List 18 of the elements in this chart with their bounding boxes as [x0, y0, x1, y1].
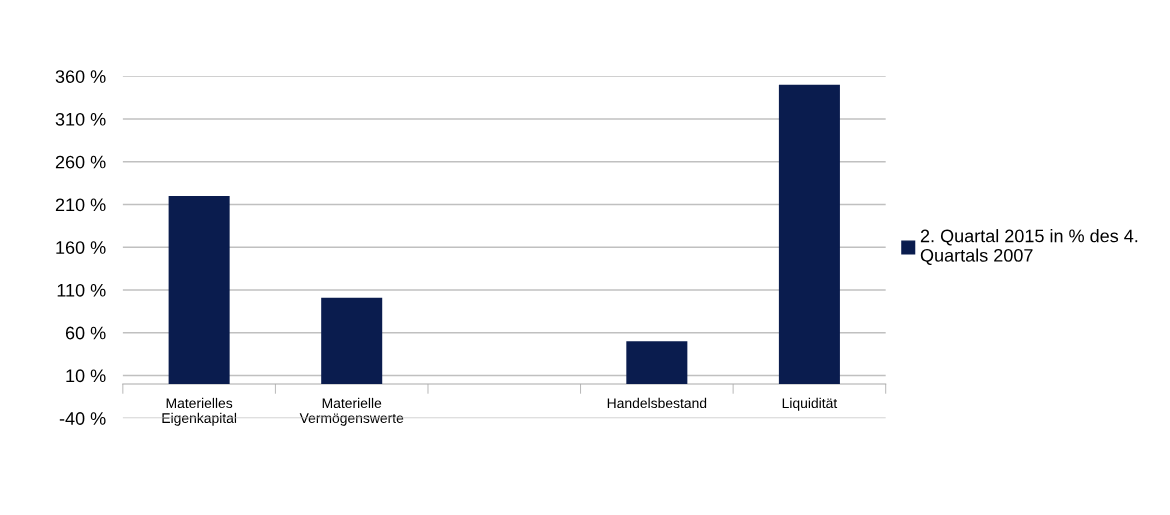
y-tick-label: 210 %	[55, 198, 106, 212]
legend-label: 2. Quartal 2015 in % des 4. Quartals 2007	[920, 229, 1138, 265]
x-tick-label: Handelsbestand	[607, 397, 707, 409]
y-tick-label: 260 %	[55, 155, 106, 169]
y-tick-label: 310 %	[55, 112, 106, 126]
y-tick-label: 10 %	[66, 369, 106, 383]
y-tick-label: 60 %	[65, 326, 106, 340]
x-tick-label: Liquidität	[782, 397, 838, 411]
y-tick-label: -40 %	[59, 412, 106, 425]
y-tick-label: 360 %	[55, 70, 106, 83]
bar	[321, 297, 383, 384]
bar	[168, 195, 230, 384]
bar	[626, 341, 688, 384]
y-tick-label: 110 %	[57, 283, 106, 297]
bar	[778, 84, 840, 384]
x-tick-label: Materielles Eigenkapital	[162, 397, 237, 426]
y-tick-label: 160 %	[56, 241, 106, 254]
x-tick-label: Materielle Vermögenswerte	[299, 397, 404, 426]
